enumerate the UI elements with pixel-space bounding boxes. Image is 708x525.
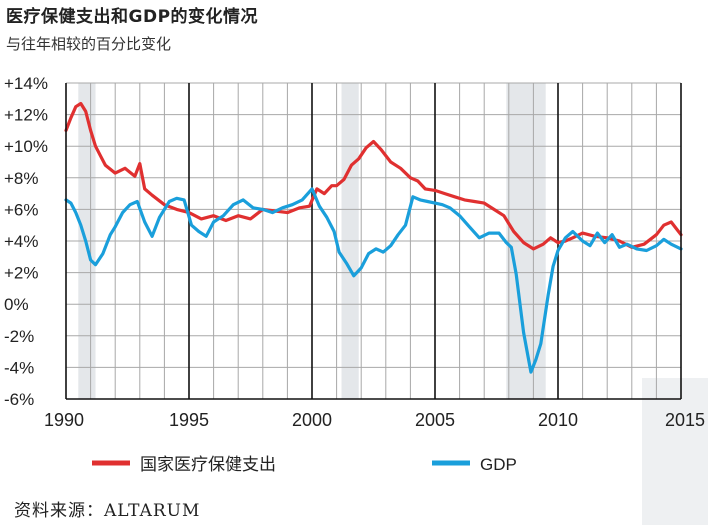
x-tick-label: 2010	[538, 410, 578, 430]
x-tick-label: 1995	[169, 410, 209, 430]
axes: +14% +12% +10% +8% +6% +4% +2% 0% -2% -4% -6% 1990 1…	[4, 74, 705, 430]
corner-shade	[642, 378, 708, 525]
grid-lines	[66, 82, 681, 400]
legend-label: 国家医疗保健支出	[140, 455, 276, 474]
legend: 国家医疗保健支出 GDP	[92, 455, 517, 474]
y-tick-label: +6%	[4, 200, 39, 219]
gdp-line	[64, 187, 683, 374]
y-tick-label: -6%	[4, 390, 34, 409]
y-tick-label: +8%	[4, 169, 39, 188]
legend-label: GDP	[480, 455, 517, 474]
y-tick-label: +4%	[4, 232, 39, 251]
x-tick-label: 2005	[415, 410, 455, 430]
y-tick-label: -2%	[4, 327, 34, 346]
series-lines	[64, 101, 683, 374]
x-tick-label: 1990	[44, 410, 84, 430]
y-tick-label: +14%	[4, 74, 48, 93]
chart-title: 医疗保健支出和GDP的变化情况	[6, 7, 259, 27]
x-tick-label: 2000	[292, 410, 332, 430]
y-tick-label: 0%	[4, 295, 29, 314]
source-note: 资料来源：ALTARUM	[14, 501, 201, 521]
health-spending-line	[64, 101, 683, 251]
y-tick-label: +2%	[4, 264, 39, 283]
y-tick-label: -4%	[4, 358, 34, 377]
x-tick-label: 2015	[665, 410, 705, 430]
y-tick-label: +10%	[4, 137, 48, 156]
y-tick-label: +12%	[4, 106, 48, 125]
chart-subtitle: 与往年相较的百分比变化	[6, 35, 172, 53]
